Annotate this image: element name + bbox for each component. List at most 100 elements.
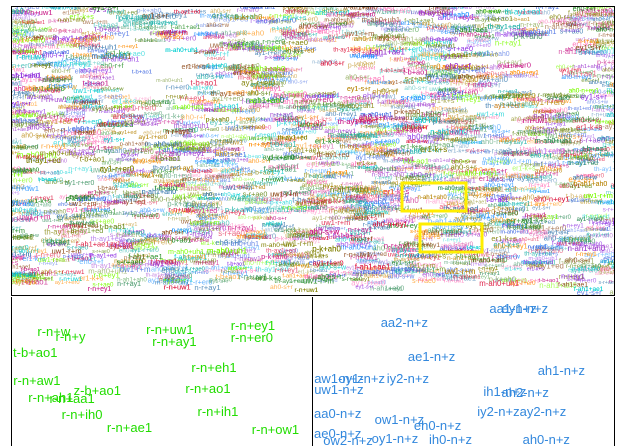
overview-point-label: n-r+ay1 <box>12 21 36 30</box>
overview-point-label: n-r+ay1 <box>430 69 452 76</box>
overview-point-label: m-ah0+uh1 <box>19 269 57 278</box>
overview-point-label: r-n+uw1 <box>304 166 332 175</box>
overview-point-label: s-r+ae0 <box>579 136 605 145</box>
overview-point-label: ah0-n+ey1 <box>458 73 491 80</box>
overview-point-label: ay1-r+er0 <box>274 35 297 41</box>
overview-point-label: r-n+uw1 <box>59 276 82 283</box>
overview-point-label: n-r+ay1 <box>152 99 176 106</box>
overview-point-label: th-ay1+ed <box>112 130 137 136</box>
overview-point-label: p-k+ah0 <box>489 275 516 284</box>
overview-point-label: r-n+ey1 <box>30 62 51 69</box>
overview-scatter-plot[interactable]: n-r+ay1r-n+er0n-r+ay1ah0-s+wer1-k+sth-ay… <box>11 6 615 296</box>
overview-point-label: s-r+ae0 <box>406 125 427 131</box>
overview-point-label: ah0-s+r <box>320 60 345 67</box>
overview-point-label: uw1-r+m <box>120 265 151 274</box>
overview-point-label: ah0-n+ey1 <box>596 27 615 34</box>
overview-point-label: ay1-r+er0 <box>138 237 173 246</box>
overview-point-label: er1-k+s <box>214 160 239 169</box>
overview-point-label: f-ah1+ae1 <box>159 147 190 154</box>
zoom-point-label: r-n+aw1 <box>13 372 61 388</box>
overview-point-label: n-ah1+ah0 <box>426 198 460 206</box>
overview-point-label: r-n+uw1 <box>591 199 614 206</box>
overview-point-label: r-n+er0 <box>38 77 59 84</box>
zoom-point-label: aa2-n+z <box>380 315 429 331</box>
overview-point-label: eh0-r+f <box>445 62 471 71</box>
overview-point-label: r-n+ey1 <box>592 72 615 80</box>
overview-point-label: ah0-n+ey1 <box>501 196 527 202</box>
overview-point-label: th-ay1+ed <box>419 9 453 18</box>
overview-point-label: ah0-n+ey1 <box>458 73 491 80</box>
zoom-panel-right[interactable]: aa2-n+z aa1-n+z ey1-n+z ae1-n+z ah1-n+z aw1-n… <box>313 297 615 446</box>
overview-point-label: f-ah1+ae1 <box>353 238 385 245</box>
overview-point-label: eh0-r+f <box>279 68 298 74</box>
overview-point-label: ah0-s+w <box>388 273 416 280</box>
overview-point-label: th-ay1+ed <box>74 60 105 67</box>
overview-point-label: f-ah1+ae1 <box>214 151 246 159</box>
overview-point-label: ay1-r+er0 <box>111 113 134 119</box>
overview-point-label: ey1-s+r <box>568 175 595 184</box>
zoom-point-label: iy2-n+z <box>386 370 429 386</box>
overview-point-label: r-n+uw1 <box>45 73 73 82</box>
overview-point-label: eh0-r+f <box>357 61 376 67</box>
zoom-point-label: r-n+ow1 <box>251 421 300 437</box>
overview-point-label: ay1-r+er0 <box>575 10 606 19</box>
overview-point-label: f-ah1+ae1 <box>463 199 487 205</box>
overview-point-label: m-ah0+uh1 <box>12 15 31 21</box>
overview-point-label: ah0-n+ey1 <box>374 204 411 213</box>
overview-point-label: s-r+ae0 <box>437 233 458 239</box>
overview-point-label: t-b+ao1 <box>503 239 526 246</box>
overview-point-label: ah0-n+ey1 <box>462 275 490 281</box>
overview-point-label: th-ay1+ed <box>338 117 371 126</box>
overview-point-label: s-r+ae0 <box>158 141 180 148</box>
overview-point-label: ah0-s+w <box>248 104 269 110</box>
overview-point-label: r-n+ey1 <box>289 7 316 16</box>
overview-point-label: p-k+ah0 <box>416 231 439 238</box>
overview-point-label: s-r+ae0 <box>129 146 152 153</box>
overview-point-label: r-n+er0 <box>289 105 308 111</box>
overview-point-label: f-ah1+ae1 <box>186 201 220 210</box>
overview-point-label: r-n+er0 <box>450 78 476 87</box>
overview-point-label: n-ah1+ah0 <box>587 11 615 18</box>
overview-point-label: n-r+ay1 <box>536 7 559 11</box>
overview-point-label: n-r+ay1 <box>172 228 193 234</box>
overview-point-label: eh0-r+f <box>445 62 471 71</box>
overview-point-label: s-r+ae0 <box>92 249 110 255</box>
overview-point-label: r-n+uw1 <box>262 176 285 183</box>
overview-point-label: ey1-s+r <box>529 232 548 238</box>
zoom-panel-left[interactable]: r-n+w r-n+y r-n+uw1 r-n+ay1 r-n+ey1 r-n+er0 t-… <box>11 297 313 446</box>
overview-point-label: r-n+er0 <box>282 203 307 212</box>
overview-point-label: eh0-r+f <box>181 113 206 122</box>
overview-point-label: s-r+ae0 <box>579 48 604 57</box>
overview-point-label: ah0-n+ey1 <box>569 87 600 94</box>
overview-point-label: er1-k+s <box>112 97 137 106</box>
overview-point-label: r-n+er0 <box>271 16 296 25</box>
overview-point-label: ay1-r+er0 <box>153 176 186 185</box>
overview-point-label: ah0-s+r <box>283 151 303 157</box>
overview-point-label: ah0-s+r <box>12 225 22 232</box>
overview-point-label: s-r+ae0 <box>342 276 363 283</box>
overview-point-label: ay1-r+er0 <box>177 183 207 190</box>
overview-point-label: ey1-s+r <box>573 16 596 23</box>
overview-point-label: m-ah0+uh1 <box>479 279 519 288</box>
overview-point-label: ah0-s+r <box>266 216 286 222</box>
overview-point-label: s-r+ae0 <box>185 267 204 273</box>
overview-point-label: er1-k+s <box>602 135 615 142</box>
overview-point-label: uw1-r+m <box>232 43 261 52</box>
overview-point-label: r-n+uw1 <box>342 182 363 188</box>
overview-point-label: n-ah1+ah0 <box>330 186 369 195</box>
overview-point-label: ah0-s+r <box>12 124 23 130</box>
overview-point-label: m-ah0+uh1 <box>520 28 556 36</box>
overview-point-label: r-n+ey1 <box>478 266 498 272</box>
overview-point-label: r-n+uw1 <box>183 254 207 261</box>
overview-point-label: ah0-s+w <box>147 234 170 240</box>
overview-point-label: ey1-s+r <box>69 194 89 200</box>
overview-point-label: n-r+ay1 <box>578 38 599 45</box>
overview-point-label: t-b+ao1 <box>246 230 266 236</box>
overview-point-label: ay1-r+er0 <box>356 154 386 161</box>
overview-point-label: th-ay1+ed <box>218 223 243 229</box>
overview-point-label: eh0-r+f <box>351 236 373 243</box>
overview-point-label: f-ah1+ae1 <box>370 48 405 57</box>
overview-point-label: ah0-s+r <box>350 12 369 18</box>
overview-point-label: ah0-s+r <box>450 138 468 144</box>
overview-point-label: er1-k+s <box>586 226 605 232</box>
